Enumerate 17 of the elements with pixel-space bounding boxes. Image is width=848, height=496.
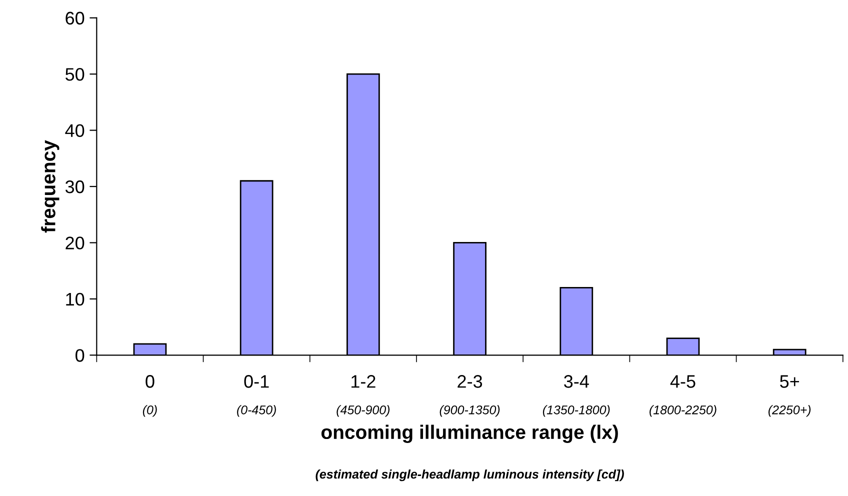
x-axis-title: oncoming illuminance range (lx) (321, 424, 618, 443)
category-label: 4-5 (1800-2250) (650, 375, 716, 417)
category-label: 2-3 (900-1350) (440, 375, 500, 417)
y-tick-label: 0 (76, 349, 84, 362)
y-axis-title: frequency (41, 140, 60, 233)
y-tick-label: 40 (65, 124, 84, 138)
category-label: 0 (0) (142, 375, 157, 417)
y-tick-label: 20 (66, 236, 84, 250)
y-tick-label: 30 (65, 180, 84, 194)
category-label: 5+ (2250+) (768, 375, 811, 417)
category-label: 0-1 (0-450) (237, 375, 276, 417)
category-label: 1-2 (450-900) (336, 375, 390, 417)
y-tick-label: 60 (66, 12, 84, 25)
category-label: 3-4 (1350-1800) (542, 375, 610, 417)
text: (estimated single-headlamp luminous intensity [cd]) (316, 469, 624, 482)
y-tick-label: 50 (66, 68, 84, 81)
y-tick-label: 10 (66, 292, 84, 306)
